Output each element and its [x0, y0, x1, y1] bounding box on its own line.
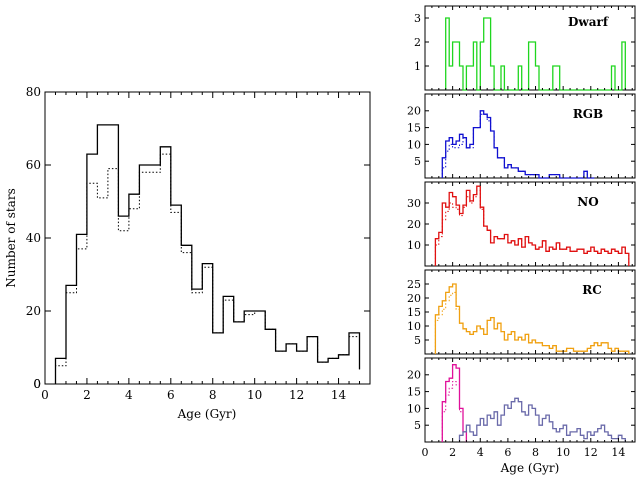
rgb-plot-frame: [424, 93, 636, 179]
rc-series-1-dotted-histogram: [434, 291, 630, 354]
main-x-axis-label: Age (Gyr): [177, 407, 237, 421]
rc-y-tick-label: 20: [407, 292, 421, 305]
no-y-tick-label: 20: [407, 218, 421, 231]
rc-plot-frame: [424, 269, 636, 355]
rgb-series-1-dotted-histogram: [441, 113, 595, 179]
rgb-y-tick-label: 20: [407, 105, 421, 118]
split-x-tick-label: 2: [449, 446, 456, 459]
main-x-tick-label: 2: [83, 388, 91, 402]
split-series-group: [441, 364, 626, 442]
main-y-tick-label: 80: [26, 85, 41, 99]
rgb-axes-group: 5 10 15 20: [407, 94, 635, 178]
dwarf-y-tick-label: 1: [414, 60, 421, 73]
split-x-axis-label: Age (Gyr): [500, 461, 560, 475]
split-y-tick-label: 10: [407, 402, 421, 415]
rgb-series-0-solid-histogram: [441, 110, 595, 179]
main-series-1-dotted-histogram: [55, 153, 360, 384]
split-x-tick-label: 6: [504, 446, 511, 459]
main-series-0-solid-histogram: [54, 124, 361, 384]
main-x-tick-label: 8: [209, 388, 217, 402]
split-y-tick-label: 15: [407, 385, 421, 398]
no-panel-label: NO: [577, 195, 598, 209]
dwarf-series-0-solid-histogram: [445, 17, 626, 91]
no-plot-frame: [424, 181, 636, 267]
split-x-tick-label: 0: [422, 446, 429, 459]
rgb-panel-label: RGB: [573, 107, 603, 121]
no-series-0-solid-histogram: [434, 185, 630, 266]
main-x-tick-label: 10: [247, 388, 262, 402]
dwarf-axes-group: 1 2 3: [414, 6, 635, 90]
rc-y-tick-label: 25: [407, 278, 421, 291]
rgb-series-group: [441, 110, 595, 179]
main-x-tick-label: 4: [125, 388, 133, 402]
split-y-tick-label: 20: [407, 369, 421, 382]
main-y-tick-label: 40: [26, 231, 41, 245]
main-x-tick-label: 12: [289, 388, 304, 402]
split-series-1-dotted-histogram: [441, 381, 467, 442]
no-y-tick-label: 10: [407, 239, 421, 252]
rc-y-tick-label: 10: [407, 320, 421, 333]
main-y-tick-label: 20: [26, 304, 41, 318]
rc-panel-label: RC: [582, 283, 602, 297]
no-series-1-dotted-histogram: [434, 189, 630, 266]
no-axes-group: 10 20 30: [407, 182, 635, 266]
split-x-tick-label: 8: [532, 446, 539, 459]
split-panel: 0 2 4 6 8 10 12 14 5 10 15 20 Age (Gyr): [407, 357, 636, 475]
dwarf-y-tick-label: 3: [414, 12, 421, 25]
rc-y-tick-label: 15: [407, 306, 421, 319]
main-x-tick-label: 14: [331, 388, 347, 402]
rc-series-group: [434, 283, 630, 354]
rgb-y-tick-label: 10: [407, 138, 421, 151]
main-y-tick-label: 0: [33, 377, 41, 391]
rgb-panel: 5 10 15 20 RGB: [407, 93, 636, 179]
main-y-tick-label: 0: [33, 377, 41, 391]
no-panel: 10 20 30 NO: [407, 181, 636, 267]
no-series-group: [434, 185, 630, 266]
split-axes-group: 0 2 4 6 8 10 12 14 5 10 15 20: [407, 358, 635, 459]
split-plot-frame: [424, 357, 636, 443]
main-plot-frame: [44, 91, 371, 385]
rgb-y-tick-label: 15: [407, 121, 421, 134]
main-x-tick-label: 6: [167, 388, 175, 402]
rgb-y-tick-label: 5: [414, 155, 421, 168]
dwarf-series-group: [445, 17, 626, 91]
split-y-tick-label: 5: [414, 419, 421, 432]
dwarf-y-tick-label: 2: [414, 36, 421, 49]
main-y-tick-label: 60: [26, 158, 41, 172]
split-x-tick-label: 4: [477, 446, 484, 459]
main-series-group: [54, 124, 361, 384]
main-y-axis-label: Number of stars: [4, 188, 18, 287]
split-x-tick-label: 14: [611, 446, 625, 459]
main-x-tick-label: 0: [41, 388, 49, 402]
rc-y-tick-label: 5: [414, 334, 421, 347]
dwarf-panel: 1 2 3 Dwarf: [414, 5, 636, 91]
split-series-2-solid-histogram: [458, 397, 626, 442]
split-x-tick-label: 10: [556, 446, 570, 459]
dwarf-plot-frame: [424, 5, 636, 91]
no-y-tick-label: 30: [407, 197, 421, 210]
dwarf-panel-label: Dwarf: [568, 15, 609, 29]
split-x-tick-label: 12: [584, 446, 598, 459]
